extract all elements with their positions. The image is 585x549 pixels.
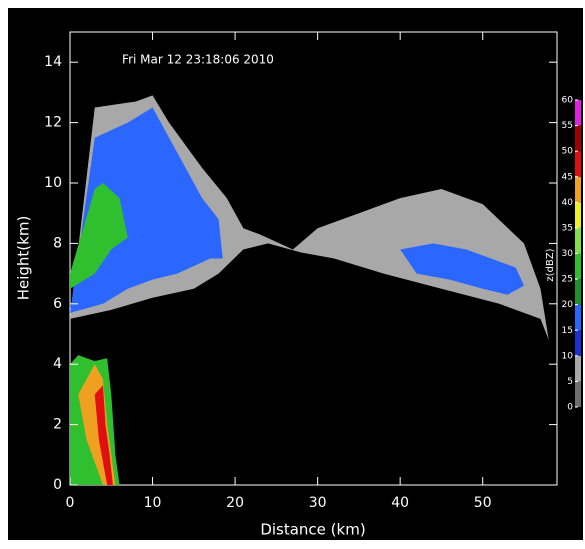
- colorbar-segment: [575, 381, 581, 407]
- x-axis-label: Distance (km): [260, 521, 365, 539]
- y-tick-label: 8: [53, 235, 62, 251]
- y-tick-label: 6: [53, 296, 62, 312]
- echo-region: [70, 95, 549, 341]
- y-axis-label: Height(km): [15, 216, 33, 301]
- colorbar-tick-label: 25: [562, 275, 573, 285]
- colorbar-segment: [575, 151, 581, 177]
- colorbar-segment: [575, 355, 581, 382]
- colorbar-tick-label: 20: [562, 300, 574, 310]
- colorbar-segment: [575, 253, 581, 280]
- x-tick-label: 10: [144, 495, 162, 511]
- echo-region: [94, 385, 113, 485]
- colorbar-segment: [575, 279, 581, 305]
- colorbar-tick-label: 30: [562, 249, 574, 259]
- y-tick-label: 14: [44, 54, 62, 70]
- chart-title: Fri Mar 12 23:18:06 2010: [122, 53, 274, 67]
- y-tick-label: 2: [53, 417, 62, 433]
- echo-region: [70, 107, 223, 313]
- colorbar-label: z(dBZ): [545, 248, 556, 281]
- colorbar-segment: [575, 227, 581, 254]
- colorbar-tick-label: 0: [567, 403, 573, 413]
- x-tick-label: 20: [226, 495, 244, 511]
- colorbar-tick-label: 50: [562, 147, 574, 157]
- y-tick-label: 12: [44, 115, 62, 131]
- echo-region: [400, 243, 524, 295]
- x-tick-label: 0: [66, 495, 75, 511]
- colorbar-segment: [575, 202, 581, 228]
- colorbar-segment: [575, 330, 581, 356]
- colorbar-tick-label: 15: [562, 326, 573, 336]
- y-tick-label: 4: [53, 356, 62, 372]
- colorbar-segment: [575, 125, 581, 152]
- colorbar-tick-label: 60: [562, 96, 574, 106]
- x-tick-label: 30: [309, 495, 327, 511]
- colorbar-tick-label: 45: [562, 172, 573, 182]
- colorbar-tick-label: 5: [567, 377, 573, 387]
- colorbar-tick-label: 10: [562, 351, 574, 361]
- y-tick-label: 10: [44, 175, 62, 191]
- x-tick-label: 40: [391, 495, 409, 511]
- y-tick-label: 0: [53, 477, 62, 493]
- colorbar-tick-label: 55: [562, 121, 573, 131]
- echo-region: [70, 183, 128, 289]
- colorbar-segment: [575, 176, 581, 203]
- colorbar-segment: [575, 100, 581, 126]
- x-tick-label: 50: [474, 495, 492, 511]
- colorbar-tick-label: 40: [562, 198, 574, 208]
- colorbar-segment: [575, 304, 581, 331]
- colorbar-tick-label: 35: [562, 223, 573, 233]
